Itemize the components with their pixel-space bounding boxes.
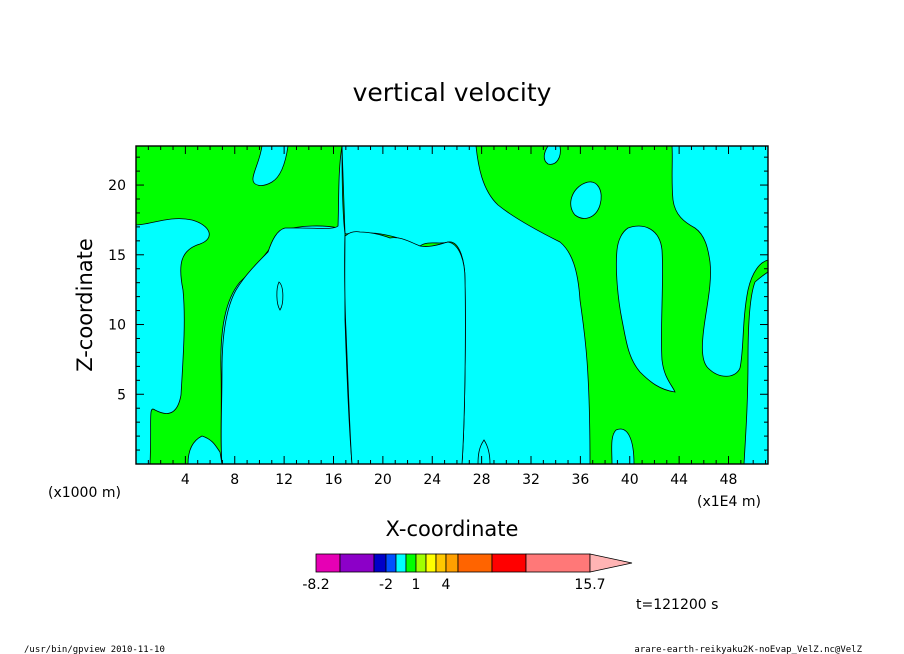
x-tick-label: 20 <box>374 472 392 488</box>
x-tick-label: 44 <box>670 472 688 488</box>
negative-region <box>135 218 210 465</box>
colorbar-label: -8.2 <box>302 577 329 593</box>
colorbar-segment <box>525 553 591 573</box>
negative-region <box>671 145 769 377</box>
y-ticks: 5 10 15 20 <box>108 156 768 451</box>
chart-title: vertical velocity <box>353 78 552 107</box>
x-tick-label: 8 <box>230 472 239 488</box>
colorbar-segment <box>315 553 341 573</box>
y-tick-label: 15 <box>108 248 126 264</box>
colorbar-segment <box>445 553 459 573</box>
x-unit-right: (x1E4 m) <box>697 494 761 510</box>
x-tick-label: 40 <box>621 472 639 488</box>
x-axis-label: X-coordinate <box>386 517 519 541</box>
y-axis-label: Z-coordinate <box>73 238 97 372</box>
colorbar-segment <box>457 553 493 573</box>
negative-region <box>276 281 284 311</box>
colorbar-segment <box>339 553 375 573</box>
negative-region <box>615 225 676 393</box>
x-tick-label: 16 <box>325 472 343 488</box>
x-tick-label: 28 <box>473 472 491 488</box>
colorbar-label: 15.7 <box>574 577 605 593</box>
x-unit-left: (x1000 m) <box>48 485 121 501</box>
y-tick-label: 20 <box>108 178 126 194</box>
colorbar-segment <box>385 553 397 573</box>
footer-left: /usr/bin/gpview 2010-11-10 <box>24 645 165 654</box>
negative-region <box>344 231 466 465</box>
time-label: t=121200 s <box>636 597 718 613</box>
negative-region <box>570 181 602 219</box>
x-tick-label: 36 <box>571 472 589 488</box>
footer-right: arare-earth-reikyaku2K-noEvap_VelZ.nc@Ve… <box>634 645 862 654</box>
colorbar-segment <box>425 553 437 573</box>
plot-frame <box>135 145 769 465</box>
colorbar-segment <box>405 553 417 573</box>
colorbar-segment <box>395 553 407 573</box>
x-tick-label: 24 <box>423 472 441 488</box>
colorbar-label: -2 <box>379 577 393 593</box>
colorbar: -8.2 -2 1 4 15.7 <box>302 553 633 593</box>
negative-regions <box>135 145 769 465</box>
y-tick-label: 5 <box>117 387 126 403</box>
y-tick-label: 10 <box>108 318 126 334</box>
colorbar-segment <box>435 553 447 573</box>
x-tick-label: 12 <box>275 472 293 488</box>
colorbar-segment <box>491 553 527 573</box>
x-tick-label: 32 <box>522 472 540 488</box>
negative-region <box>743 271 769 465</box>
colorbar-arrow <box>589 553 633 573</box>
x-tick-label: 4 <box>181 472 190 488</box>
negative-region <box>470 439 491 465</box>
negative-region <box>543 145 561 165</box>
x-ticks: 4 8 12 16 20 24 28 32 36 40 44 48 <box>147 146 767 488</box>
x-tick-label: 48 <box>720 472 738 488</box>
colorbar-label: 1 <box>412 577 421 593</box>
colorbar-label: 4 <box>442 577 451 593</box>
colorbar-segment <box>415 553 427 573</box>
negative-region <box>252 145 289 186</box>
colorbar-segment <box>373 553 387 573</box>
